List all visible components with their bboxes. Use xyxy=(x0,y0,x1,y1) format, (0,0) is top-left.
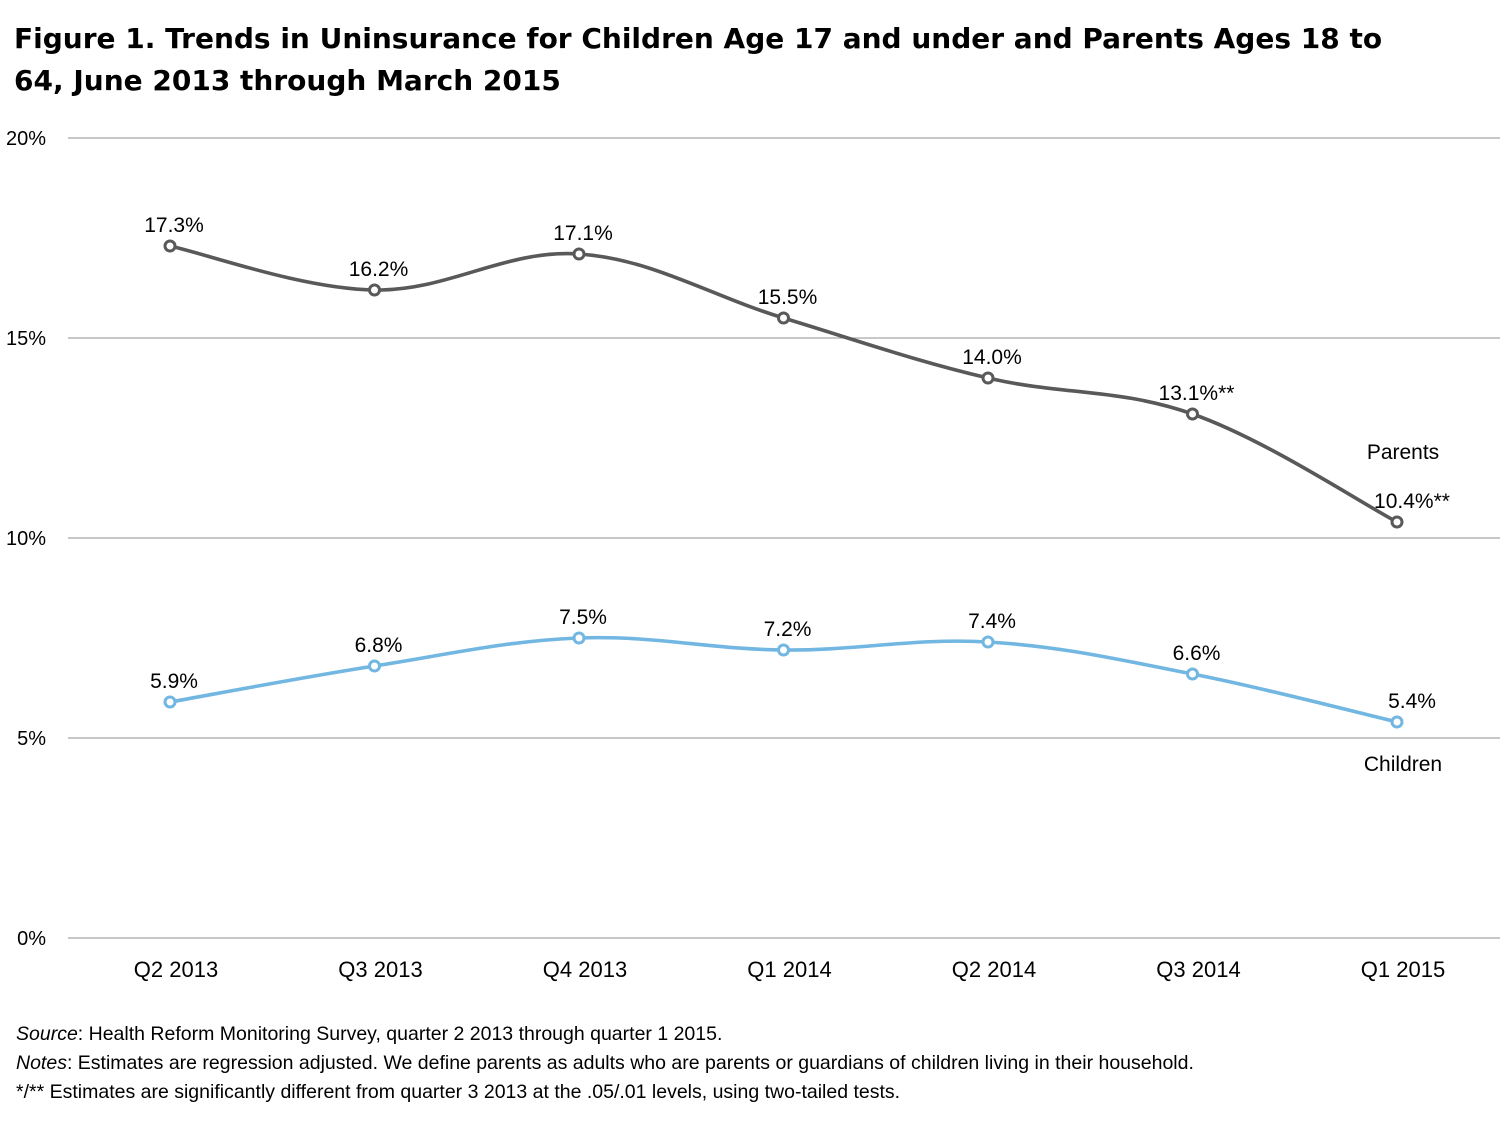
parents-data-label: 13.1%** xyxy=(1159,382,1235,405)
children-data-label: 7.2% xyxy=(764,618,812,641)
parents-data-label: 10.4%** xyxy=(1374,490,1450,513)
children-point xyxy=(572,631,586,645)
children-data-label: 6.6% xyxy=(1173,642,1221,665)
source-note: Source: Health Reform Monitoring Survey,… xyxy=(16,1020,1476,1049)
x-tick-label: Q2 2014 xyxy=(952,957,1036,982)
gridlines xyxy=(68,137,1500,939)
x-tick-label: Q4 2013 xyxy=(543,957,627,982)
children-series-label: Children xyxy=(1364,753,1442,776)
y-axis-labels: 0% 5% 10% 15% 20% xyxy=(6,128,46,950)
parents-data-label: 16.2% xyxy=(349,258,409,281)
x-axis-labels: Q2 2013 Q3 2013 Q4 2013 Q1 2014 Q2 2014 Q3 20… xyxy=(134,957,1445,982)
parents-point xyxy=(1390,515,1404,529)
y-tick-label: 15% xyxy=(6,328,46,350)
line-chart: 0% 5% 10% 15% 20% Q2 2013 Q3 2013 Q4 2013 Q1 20… xyxy=(6,128,1500,982)
parents-point xyxy=(981,371,995,385)
chart-title: Figure 1. Trends in Uninsurance for Chil… xyxy=(14,22,1383,97)
parents-point xyxy=(572,247,586,261)
series-labels: Parents Children xyxy=(1364,441,1442,776)
children-data-label: 5.9% xyxy=(150,670,198,693)
notes-label: Notes xyxy=(16,1052,67,1074)
children-data-label: 6.8% xyxy=(355,634,403,657)
parents-data-label: 15.5% xyxy=(758,286,818,309)
children-data-label: 7.4% xyxy=(968,610,1016,633)
parents-point xyxy=(368,283,381,297)
x-tick-label: Q1 2014 xyxy=(747,957,831,982)
parents-point xyxy=(163,239,177,253)
children-point xyxy=(1186,667,1199,681)
data-labels: 17.3% 16.2% 17.1% 15.5% 14.0% 13.1%** 10.4%** 5… xyxy=(144,214,1450,713)
parents-point xyxy=(777,311,790,325)
children-point xyxy=(163,695,177,709)
parents-point xyxy=(1186,407,1199,421)
parents-data-label: 17.3% xyxy=(144,214,204,237)
children-data-label: 5.4% xyxy=(1388,690,1436,713)
parents-series-label: Parents xyxy=(1367,441,1439,464)
x-tick-label: Q1 2015 xyxy=(1361,957,1445,982)
children-point xyxy=(368,659,381,673)
y-tick-label: 10% xyxy=(6,528,46,550)
parents-data-label: 14.0% xyxy=(962,346,1022,369)
y-tick-label: 0% xyxy=(17,928,46,950)
children-point xyxy=(1390,715,1404,729)
chart-notes: Source: Health Reform Monitoring Survey,… xyxy=(16,1020,1476,1107)
parents-data-label: 17.1% xyxy=(553,222,613,245)
x-tick-label: Q3 2014 xyxy=(1156,957,1240,982)
significance-note: */** Estimates are significantly differe… xyxy=(16,1081,901,1103)
notes-note: Notes: Estimates are regression adjusted… xyxy=(16,1049,1476,1078)
children-point xyxy=(777,643,790,657)
series-points xyxy=(163,239,1404,729)
y-tick-label: 5% xyxy=(17,728,46,750)
source-label: Source xyxy=(16,1023,78,1045)
children-point xyxy=(981,635,995,649)
x-tick-label: Q3 2013 xyxy=(338,957,422,982)
children-data-label: 7.5% xyxy=(559,606,607,629)
source-text: : Health Reform Monitoring Survey, quart… xyxy=(77,1023,723,1045)
x-tick-label: Q2 2013 xyxy=(134,957,218,982)
notes-text: : Estimates are regression adjusted. We … xyxy=(66,1052,1194,1074)
y-tick-label: 20% xyxy=(6,128,46,150)
